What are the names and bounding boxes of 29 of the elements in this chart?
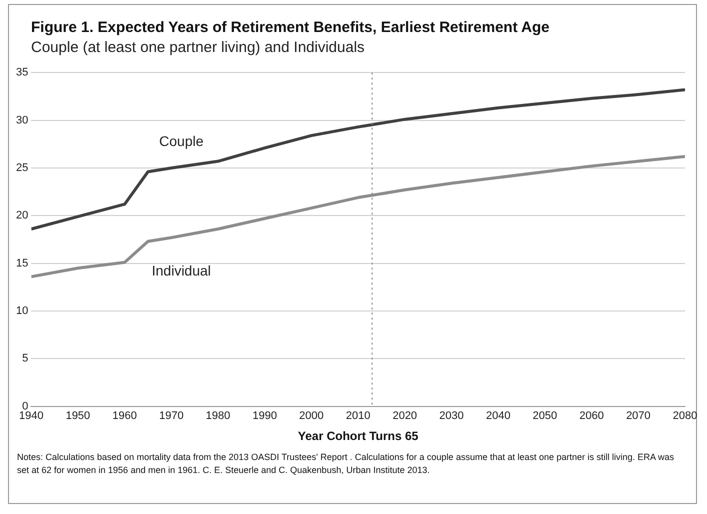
series-label: Individual <box>152 262 211 279</box>
y-tick-label: 30 <box>16 114 28 126</box>
x-tick-label: 1980 <box>206 410 230 422</box>
x-tick-label: 2080 <box>672 410 698 422</box>
chart-title: Figure 1. Expected Years of Retirement Benefits, Earliest Retirement Age <box>31 19 550 36</box>
x-tick-label: 2050 <box>532 410 558 422</box>
y-tick-label: 15 <box>16 257 28 270</box>
y-tick-label: 5 <box>22 352 28 365</box>
x-tick-label: 2070 <box>626 410 651 422</box>
y-tick-label: 25 <box>16 162 28 174</box>
x-tick-label: 1990 <box>252 410 277 422</box>
x-tick-label: 1940 <box>18 410 44 422</box>
text: Notes: Calculations based on mortality data from the 2013 OASDI Trustees' Report . Calculations for a couple assume that at least one partner is still living. ERA was set at 62 for women in 1956 and men in 1961. C. E. Steuerle and C. Quakenbush, Urban Institute 2013. <box>17 451 676 477</box>
x-tick-label: 2060 <box>579 410 604 422</box>
x-tick-label: 1950 <box>66 410 90 422</box>
y-tick-label: 35 <box>16 66 28 79</box>
x-tick-label: 2030 <box>439 410 464 422</box>
y-tick-label: 20 <box>16 210 28 222</box>
x-axis-title: Year Cohort Turns 65 <box>298 429 419 444</box>
series-label: Couple <box>159 132 204 149</box>
x-tick-label: 2010 <box>346 410 370 422</box>
y-tick-label: 0 <box>22 400 28 412</box>
x-tick-label: 1970 <box>159 410 184 422</box>
x-tick-label: 2040 <box>486 410 510 422</box>
y-tick-label: 10 <box>16 305 28 318</box>
chart-subtitle: Couple (at least one partner living) and Individuals <box>31 39 365 56</box>
x-tick-label: 1960 <box>112 410 137 422</box>
x-tick-label: 2020 <box>392 410 418 422</box>
x-tick-label: 2000 <box>299 410 324 422</box>
